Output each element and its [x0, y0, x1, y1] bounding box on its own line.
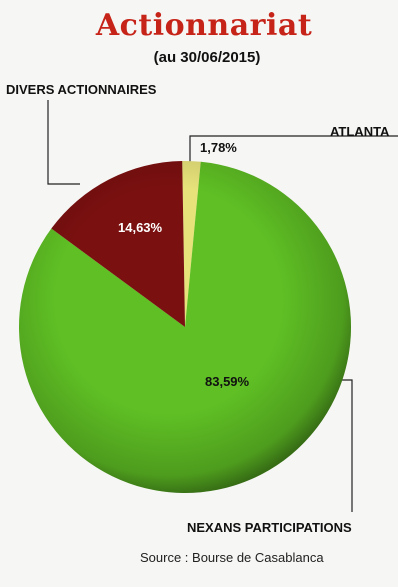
leader-line-nexans: [335, 379, 353, 512]
leader-line-atlanta: [189, 135, 398, 172]
value-atlanta: 1,78%: [200, 140, 237, 155]
leader-line-divers: [47, 100, 80, 185]
value-nexans-participations: 83,59%: [205, 374, 250, 389]
label-atlanta: ATLANTA: [330, 124, 390, 139]
label-divers-actionnaires: DIVERS ACTIONNAIRES: [6, 82, 157, 97]
chart-subtitle: (au 30/06/2015): [153, 49, 261, 66]
value-divers-actionnaires: 14,63%: [118, 220, 163, 235]
source-note: Source : Bourse de Casablanca: [140, 550, 324, 565]
chart-title: Actionnariat: [95, 8, 313, 43]
pie-shading: [19, 161, 351, 493]
label-nexans-participations: NEXANS PARTICIPATIONS: [187, 520, 352, 535]
